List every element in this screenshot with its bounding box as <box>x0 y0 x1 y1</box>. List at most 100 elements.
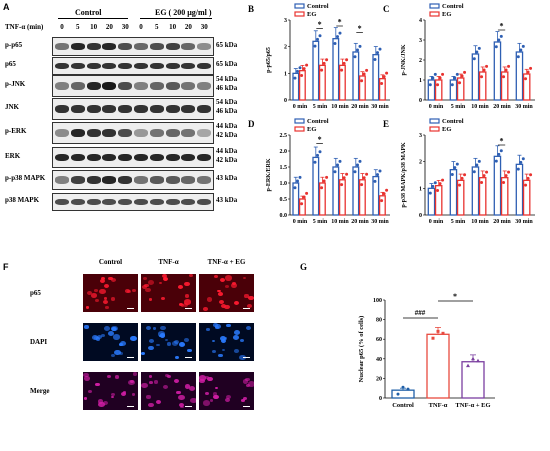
significance-star: * <box>500 22 504 31</box>
blot-row-label: p65 <box>5 60 16 68</box>
data-point <box>504 68 508 72</box>
bar-control <box>493 155 502 216</box>
blot-band <box>55 82 69 90</box>
cell-nucleus <box>243 276 247 280</box>
cell-nucleus <box>103 299 109 305</box>
data-point <box>378 169 382 173</box>
cell-nucleus <box>232 335 240 341</box>
bar-g <box>461 361 485 399</box>
data-point <box>373 57 377 61</box>
blot-band <box>55 105 69 113</box>
legend-label-eg: EG <box>442 11 451 18</box>
cell-nucleus <box>206 297 213 302</box>
cell-nucleus <box>206 328 210 331</box>
y-axis-label: p-p65/p65 <box>266 47 272 73</box>
blot-band <box>70 129 85 137</box>
blot-band <box>118 129 133 137</box>
cell-nucleus <box>188 385 196 391</box>
blot-band <box>181 82 196 90</box>
data-point <box>529 66 533 70</box>
panel-label-c: C <box>383 4 390 14</box>
data-point <box>507 64 511 68</box>
blot-band <box>102 82 117 90</box>
data-point <box>333 170 337 174</box>
timepoint-label: 0 <box>139 23 143 31</box>
timepoint-label: 10 <box>169 23 177 31</box>
cell-nucleus <box>120 391 126 396</box>
y-axis-label: p-JNK/JNK <box>401 44 407 75</box>
y-tick-label: 1 <box>419 78 422 84</box>
cell-nucleus <box>177 285 183 290</box>
cell-nucleus <box>163 277 169 282</box>
blot-eg-header: EG ( 200 μg/ml ) <box>155 8 212 17</box>
x-tick-label: 10 min <box>331 104 349 110</box>
blot-band <box>165 153 180 162</box>
blot-row-label: p-ERK <box>5 127 27 135</box>
control-bracket <box>58 18 128 19</box>
cell-nucleus <box>203 400 211 406</box>
cell-nucleus <box>102 400 109 405</box>
data-point <box>463 173 467 177</box>
bar-control <box>352 166 360 216</box>
scale-bar <box>185 356 192 358</box>
data-point <box>476 358 480 363</box>
bar-eg <box>456 77 465 101</box>
blot-band <box>102 105 117 113</box>
cell-nucleus <box>85 305 90 309</box>
data-point <box>360 183 364 187</box>
cell-nucleus <box>225 395 231 399</box>
blot-band <box>118 62 133 70</box>
cell-nucleus <box>159 333 166 338</box>
data-point <box>438 76 442 80</box>
data-point <box>428 83 432 87</box>
panel-label-b: B <box>248 4 254 14</box>
cell-nucleus <box>163 384 168 389</box>
blot-band <box>55 153 69 162</box>
blot-row-label: JNK <box>5 103 19 111</box>
cell-nucleus <box>103 325 110 331</box>
cell-nucleus <box>106 375 111 379</box>
data-point <box>296 69 299 73</box>
cell-nucleus <box>212 394 220 400</box>
cell-nucleus <box>120 340 127 346</box>
y-tick-label: 20 <box>376 376 382 382</box>
x-tick-label: 0 min <box>429 219 444 225</box>
cell-nucleus <box>94 299 99 303</box>
data-point <box>436 83 440 87</box>
timepoint-label: 5 <box>155 23 159 31</box>
kda-label: 43 kDa <box>216 196 238 204</box>
cell-nucleus <box>211 339 216 343</box>
legend-label-eg: EG <box>307 11 316 18</box>
timepoint-label: 30 <box>200 23 208 31</box>
data-point <box>453 166 457 170</box>
data-point <box>497 152 501 156</box>
cell-nucleus <box>84 325 89 329</box>
bar-control <box>372 54 380 101</box>
data-point <box>293 76 297 80</box>
data-point <box>482 68 486 72</box>
cell-nucleus <box>145 326 152 331</box>
bar-control <box>515 163 524 216</box>
cell-nucleus <box>178 342 185 348</box>
blot-band <box>181 129 196 137</box>
blot-band <box>165 43 180 50</box>
data-point <box>460 74 464 78</box>
data-point <box>477 46 481 50</box>
cell-nucleus <box>224 275 232 281</box>
cell-nucleus <box>111 392 116 396</box>
bar-control <box>312 40 320 101</box>
blot-band <box>181 153 196 162</box>
x-tick-label: 20 min <box>493 219 511 225</box>
blot-band <box>181 105 196 113</box>
blot-band <box>197 43 212 50</box>
data-point <box>472 170 476 174</box>
bar-g <box>426 333 450 399</box>
panel-label-d: D <box>248 119 255 129</box>
cell-nucleus <box>234 349 239 353</box>
x-tick-label: 5 min <box>313 219 328 225</box>
cell-nucleus <box>103 283 109 288</box>
cell-nucleus <box>214 323 221 329</box>
blot-band <box>55 198 69 206</box>
micrograph-column-label: TNF-α + EG <box>207 258 246 266</box>
cell-nucleus <box>167 342 172 346</box>
